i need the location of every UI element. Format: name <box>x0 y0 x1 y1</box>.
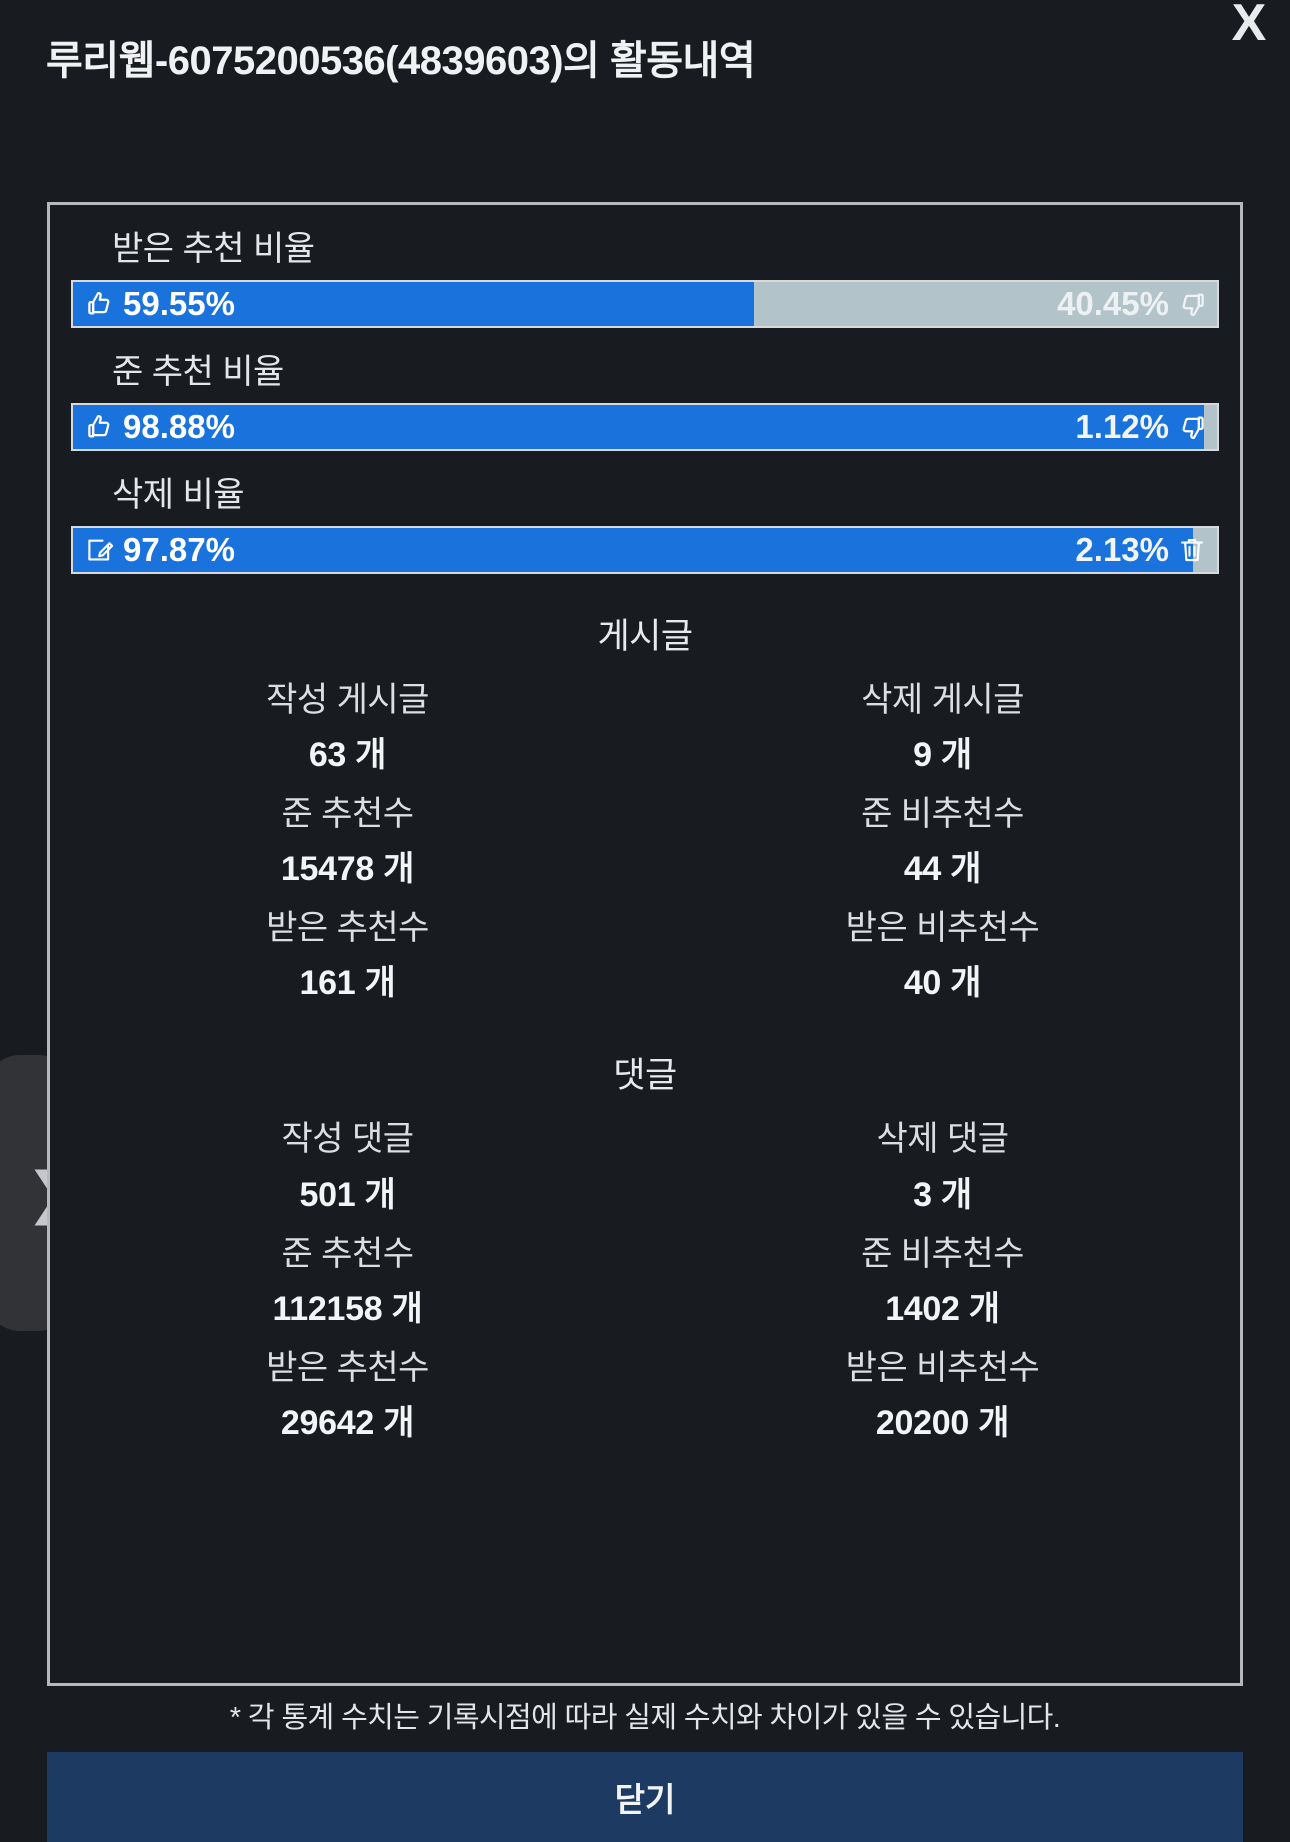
ratio-bars-group: 받은 추천 비율 59.55% 40.45% <box>50 205 1240 574</box>
ratio-label: 삭제 비율 <box>112 476 245 514</box>
stat-label: 삭제 게시글 <box>861 681 1024 719</box>
stat-value: 44 개 <box>903 850 982 889</box>
stats-panel: 받은 추천 비율 59.55% 40.45% <box>47 202 1243 1686</box>
ratio-label: 받은 추천 비율 <box>112 230 315 268</box>
ratio-bar-right: 1.12% <box>1075 408 1207 446</box>
ratio-bar-right: 40.45% <box>1057 285 1207 323</box>
stat-value: 3 개 <box>913 1175 972 1214</box>
ratio-bar-left: 98.88% <box>85 408 235 446</box>
stat-cell: 삭제 댓글 3 개 <box>645 1110 1240 1224</box>
stat-value: 63 개 <box>308 736 387 775</box>
ratio-bar: 97.87% 2.13% <box>71 526 1219 574</box>
stat-cell: 준 비추천수 44 개 <box>645 785 1240 899</box>
stat-value: 29642 개 <box>280 1403 415 1442</box>
ratio-left-value: 98.88% <box>123 408 235 445</box>
stat-cell: 받은 비추천수 20200 개 <box>645 1339 1240 1453</box>
comments-stat-grid: 작성 댓글 501 개 삭제 댓글 3 개 준 추천수 112158 개 준 비… <box>50 1110 1240 1452</box>
stat-cell: 받은 추천수 161 개 <box>50 899 645 1013</box>
section-title-posts: 게시글 <box>597 617 693 656</box>
stat-cell: 작성 댓글 501 개 <box>50 1110 645 1224</box>
stat-value: 1402 개 <box>885 1289 1000 1328</box>
stat-cell: 받은 추천수 29642 개 <box>50 1339 645 1453</box>
stat-value: 501 개 <box>299 1175 396 1214</box>
ratio-left-value: 59.55% <box>123 285 235 322</box>
stat-label: 준 비추천수 <box>861 1234 1024 1273</box>
ratio-right-value: 1.12% <box>1075 408 1169 445</box>
thumbs-up-icon <box>85 289 115 319</box>
stat-label: 작성 댓글 <box>281 1120 414 1159</box>
stat-label: 받은 추천수 <box>266 909 429 948</box>
stat-value: 112158 개 <box>272 1289 423 1328</box>
ratio-right-value: 40.45% <box>1057 285 1169 322</box>
thumbs-down-icon <box>1177 289 1207 319</box>
close-button[interactable]: 닫기 <box>47 1752 1243 1842</box>
stat-value: 161 개 <box>299 964 396 1003</box>
close-icon[interactable]: X <box>1231 0 1267 52</box>
stat-label: 받은 비추천수 <box>845 909 1040 948</box>
stat-value: 40 개 <box>903 964 982 1003</box>
stat-cell: 작성 게시글 63 개 <box>50 671 645 785</box>
posts-stat-grid: 작성 게시글 63 개 삭제 게시글 9 개 준 추천수 15478 개 준 비… <box>50 671 1240 1013</box>
stat-label: 준 추천수 <box>281 1234 414 1273</box>
ratio-bar-left: 59.55% <box>85 285 235 323</box>
ratio-bar-left: 97.87% <box>85 531 235 569</box>
ratio-bar-fill <box>73 528 1193 572</box>
stat-label: 작성 게시글 <box>266 681 429 719</box>
stat-cell: 준 비추천수 1402 개 <box>645 1225 1240 1339</box>
page-title: 루리웹-6075200536(4839603)의 활동내역 <box>46 39 756 83</box>
thumbs-down-icon <box>1177 412 1207 442</box>
stat-label: 준 추천수 <box>281 795 414 834</box>
section-title-comments: 댓글 <box>613 1056 677 1096</box>
stat-cell: 준 추천수 15478 개 <box>50 785 645 899</box>
trash-icon <box>1177 535 1207 565</box>
edit-icon <box>85 535 115 565</box>
footnote: * 각 통계 수치는 기록시점에 따라 실제 수치와 차이가 있을 수 있습니다… <box>229 1702 1061 1734</box>
ratio-left-value: 97.87% <box>123 531 235 568</box>
stat-cell: 삭제 게시글 9 개 <box>645 671 1240 785</box>
stat-value: 9 개 <box>913 736 972 775</box>
stat-label: 준 비추천수 <box>861 795 1024 834</box>
ratio-bar-fill <box>73 282 755 326</box>
ratio-bar: 98.88% 1.12% <box>71 403 1219 451</box>
ratio-row-given-likes: 준 추천 비율 98.88% 1.12% <box>71 328 1219 451</box>
ratio-bar-right: 2.13% <box>1075 531 1207 569</box>
stat-cell: 받은 비추천수 40 개 <box>645 899 1240 1013</box>
ratio-row-received-likes: 받은 추천 비율 59.55% 40.45% <box>71 205 1219 328</box>
stat-label: 삭제 댓글 <box>876 1120 1009 1159</box>
thumbs-up-icon <box>85 412 115 442</box>
ratio-row-deleted: 삭제 비율 97.87% 2.13% <box>71 451 1219 574</box>
ratio-right-value: 2.13% <box>1075 531 1169 568</box>
stat-value: 15478 개 <box>280 850 415 889</box>
ratio-bar: 59.55% 40.45% <box>71 280 1219 328</box>
stat-label: 받은 추천수 <box>266 1348 429 1387</box>
ratio-bar-fill <box>73 405 1205 449</box>
stat-label: 받은 비추천수 <box>845 1348 1040 1387</box>
stat-value: 20200 개 <box>875 1403 1010 1442</box>
stat-cell: 준 추천수 112158 개 <box>50 1225 645 1339</box>
ratio-label: 준 추천 비율 <box>112 353 284 391</box>
